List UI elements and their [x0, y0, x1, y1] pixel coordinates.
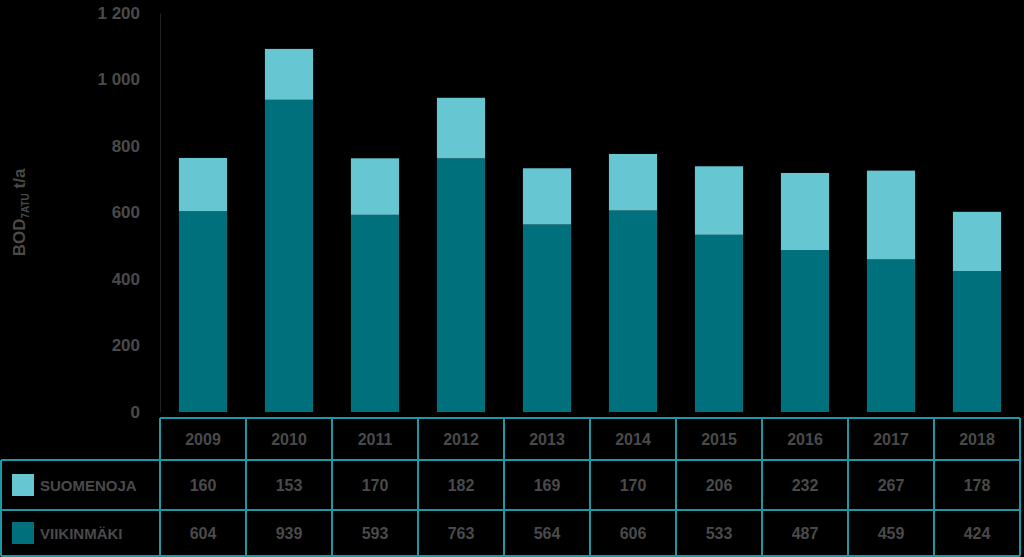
table-border [0, 460, 2, 556]
table-value: 487 [792, 525, 819, 542]
tick-label: 800 [112, 137, 140, 156]
tick: 400 [112, 270, 160, 289]
table-border [933, 418, 935, 556]
tick: 0 [131, 403, 160, 422]
background [0, 0, 1024, 557]
table-border [589, 418, 591, 556]
table-value: 170 [362, 477, 389, 494]
tick-label: 0 [131, 403, 140, 422]
table-border [159, 418, 161, 556]
table-border [503, 418, 505, 556]
category-label: 2013 [529, 431, 565, 448]
bar [695, 166, 743, 234]
table-border [1019, 418, 1021, 556]
table-value: 153 [276, 477, 303, 494]
data-table: 2009 2010 2011 2012 2013 2014 2015 2016 2017 2018… [1, 418, 1020, 556]
bar [437, 158, 485, 412]
tick: 600 [112, 203, 160, 222]
table-border [675, 418, 677, 556]
bar [437, 98, 485, 159]
table-value: 564 [534, 525, 561, 542]
legend-swatch [12, 522, 34, 544]
bar [179, 158, 227, 211]
table-border [1, 459, 1020, 461]
bar [523, 168, 571, 224]
bar [867, 171, 915, 260]
category-label: 2009 [185, 431, 221, 448]
category-label: 2017 [873, 431, 909, 448]
bar [781, 250, 829, 412]
table-value: 424 [964, 525, 991, 542]
table-border [761, 418, 763, 556]
bar [953, 212, 1001, 271]
y-axis-title: BOD7ATU t/a [10, 168, 31, 256]
category-label: 2018 [959, 431, 995, 448]
category-label: 2012 [443, 431, 479, 448]
bar [609, 154, 657, 211]
table-border [245, 418, 247, 556]
category-label: 2014 [615, 431, 651, 448]
bar [781, 173, 829, 250]
legend-label: VIIKINMÄKI [40, 525, 123, 542]
table-value: 267 [878, 477, 905, 494]
tick: 1 200 [97, 4, 160, 23]
bar [695, 235, 743, 412]
chart: 02004006008001 0001 200BOD7ATU t/a200920… [0, 0, 1024, 557]
table-value: 206 [706, 477, 733, 494]
tick: 800 [112, 137, 160, 156]
table-border [331, 418, 333, 556]
tick: 1 000 [97, 70, 160, 89]
bar [265, 100, 313, 412]
table-value: 533 [706, 525, 733, 542]
table-value: 604 [190, 525, 217, 542]
bar [351, 158, 399, 215]
category-label: 2010 [271, 431, 307, 448]
table-value: 178 [964, 477, 991, 494]
table-value: 160 [190, 477, 217, 494]
table-value: 763 [448, 525, 475, 542]
table-value: 593 [362, 525, 389, 542]
bar [867, 259, 915, 412]
bars [179, 49, 1001, 412]
bar [953, 271, 1001, 412]
tick-label: 1 200 [97, 4, 140, 23]
bar [523, 224, 571, 412]
table-value: 169 [534, 477, 561, 494]
bar [179, 211, 227, 412]
table-border [417, 418, 419, 556]
category-label: 2011 [358, 431, 393, 448]
legend-swatch [12, 474, 34, 496]
table-value: 232 [792, 477, 819, 494]
table-border [1, 509, 1020, 511]
table-border [1, 555, 1020, 557]
bar [609, 211, 657, 412]
table-value: 939 [276, 525, 303, 542]
table-border [847, 418, 849, 556]
tick-label: 400 [112, 270, 140, 289]
tick-label: 200 [112, 336, 140, 355]
y-axis: 0 200 400 600 800 1 000 1 200 [97, 4, 160, 422]
tick: 200 [112, 336, 160, 355]
bar [351, 215, 399, 412]
category-label: 2015 [701, 431, 737, 448]
table-value: 606 [620, 525, 647, 542]
bar [265, 49, 313, 100]
legend-label: SUOMENOJA [40, 477, 137, 494]
tick-label: 1 000 [97, 70, 140, 89]
table-value: 459 [878, 525, 905, 542]
tick-label: 600 [112, 203, 140, 222]
axis-line [160, 14, 161, 413]
chart-container: 02004006008001 0001 200BOD7ATU t/a200920… [0, 0, 1024, 557]
table-value: 182 [448, 477, 475, 494]
category-label: 2016 [787, 431, 823, 448]
table-value: 170 [620, 477, 647, 494]
